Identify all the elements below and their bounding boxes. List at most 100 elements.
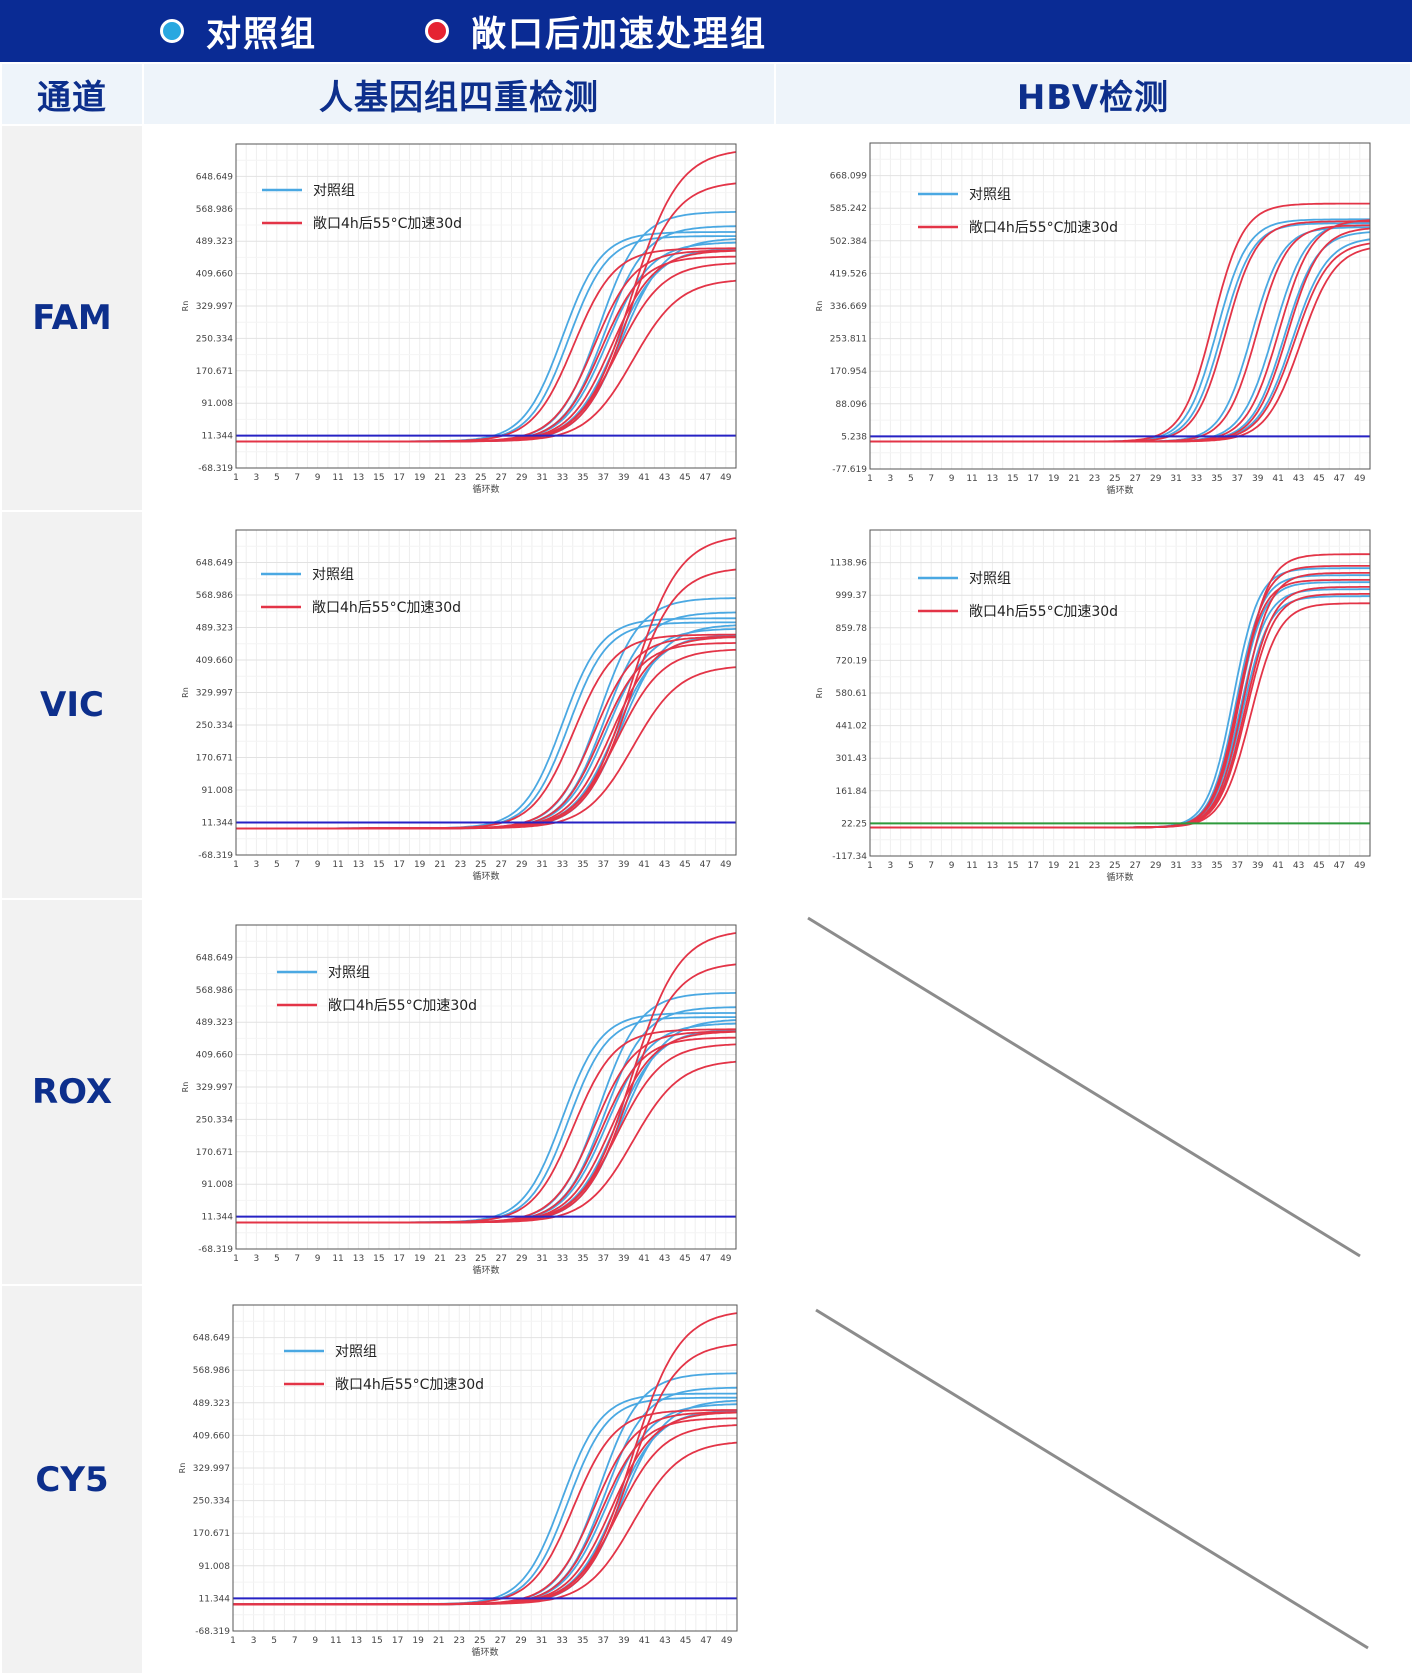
x-tick-label: 21 <box>434 860 445 870</box>
diagonal-line <box>807 916 1361 1258</box>
x-tick-label: 17 <box>394 860 405 870</box>
y-tick-label: 250.334 <box>196 334 233 344</box>
x-tick-label: 19 <box>414 473 426 483</box>
x-tick-label: 35 <box>1211 861 1222 871</box>
plot-frame <box>235 529 737 856</box>
empty-rox-hbv <box>776 900 1410 1284</box>
x-axis-label: 循环数 <box>472 870 499 882</box>
y-tick-label: 648.649 <box>196 172 233 182</box>
x-tick-label: 13 <box>987 474 998 484</box>
treated-curve <box>236 1060 737 1224</box>
legend-control-text: 对照组 <box>969 571 1011 587</box>
y-tick-label: 170.671 <box>196 1148 233 1158</box>
x-tick-label: 15 <box>373 860 384 870</box>
amplification-curves <box>233 1312 738 1606</box>
plot-frame <box>869 142 1371 470</box>
x-tick-label: 33 <box>556 1636 567 1646</box>
x-tick-label: 23 <box>455 860 466 870</box>
x-tick-label: 3 <box>254 860 260 870</box>
x-tick-label: 47 <box>1334 861 1345 871</box>
y-tick-label: -68.319 <box>198 464 233 474</box>
x-tick-label: 49 <box>720 860 732 870</box>
plot-frame <box>235 143 737 469</box>
diagonal-line <box>815 1308 1369 1650</box>
x-tick-label: 7 <box>294 860 300 870</box>
y-tick-label: 409.660 <box>193 1431 230 1441</box>
x-tick-label: 15 <box>373 1254 384 1264</box>
x-tick-label: 25 <box>475 473 486 483</box>
x-tick-label: 1 <box>233 860 239 870</box>
x-tick-label: 17 <box>1028 861 1039 871</box>
chart-vic-hbv: 1138.96 999.37 859.78 720.19 580.61 441.02 301… <box>776 512 1410 898</box>
y-tick-label: 648.649 <box>196 558 233 568</box>
x-tick-label: 37 <box>598 1254 609 1264</box>
y-tick-label: 999.37 <box>836 591 868 601</box>
x-tick-label: 31 <box>1170 474 1181 484</box>
y-axis-label: Rn <box>178 1463 187 1474</box>
x-tick-label: 35 <box>577 1636 588 1646</box>
legend-treated-text: 敞口4h后55°C加速30d <box>328 998 477 1014</box>
x-tick-label: 29 <box>1150 474 1162 484</box>
row-label-fam: FAM <box>2 126 142 510</box>
qpcr-amplification-plot: 648.649 568.986 489.323 409.660 329.997 250.3… <box>181 143 737 495</box>
x-tick-label: 45 <box>679 860 690 870</box>
legend-control-text: 对照组 <box>312 567 354 583</box>
x-tick-label: 39 <box>1252 474 1264 484</box>
x-tick-label: 45 <box>679 1254 690 1264</box>
x-tick-label: 41 <box>638 1254 649 1264</box>
x-tick-label: 21 <box>1068 474 1079 484</box>
y-tick-label: 568.986 <box>193 1366 230 1376</box>
y-tick-label: 409.660 <box>196 270 233 280</box>
x-tick-label: 19 <box>1048 861 1060 871</box>
x-tick-label: 13 <box>987 861 998 871</box>
rox-hbv-not-applicable <box>807 916 1361 1258</box>
x-tick-label: 11 <box>332 473 343 483</box>
x-tick-label: 23 <box>455 1254 466 1264</box>
x-tick-label: 31 <box>536 1636 547 1646</box>
chart-vic-human: 648.649 568.986 489.323 409.660 329.997 250.3… <box>144 512 774 898</box>
x-tick-label: 19 <box>412 1636 424 1646</box>
plot-frame <box>235 924 737 1250</box>
x-tick-label: 25 <box>475 1254 486 1264</box>
amplification-curves <box>870 202 1371 443</box>
x-tick-label: 49 <box>720 1254 732 1264</box>
y-tick-label: 91.008 <box>202 1180 234 1190</box>
y-tick-label: 11.344 <box>199 1594 231 1604</box>
x-tick-label: 45 <box>1313 861 1324 871</box>
y-tick-label: -68.319 <box>198 1245 233 1255</box>
qpcr-amplification-plot: 1138.96 999.37 859.78 720.19 580.61 441.02 301… <box>815 529 1371 883</box>
x-tick-label: 45 <box>679 473 690 483</box>
x-tick-label: 31 <box>536 473 547 483</box>
x-tick-label: 43 <box>659 1636 670 1646</box>
legend-control-text: 对照组 <box>328 965 370 981</box>
y-tick-label: 489.323 <box>196 1018 233 1028</box>
y-axis-label: Rn <box>181 301 190 312</box>
x-axis-label: 循环数 <box>471 1646 498 1658</box>
x-tick-label: 43 <box>659 860 670 870</box>
x-tick-label: 39 <box>618 473 630 483</box>
x-tick-label: 33 <box>557 860 568 870</box>
y-tick-label: -68.319 <box>195 1627 230 1637</box>
x-tick-label: 39 <box>618 860 630 870</box>
header-channel: 通道 <box>2 64 142 124</box>
y-axis-label: Rn <box>815 688 824 699</box>
x-axis-label: 循环数 <box>1106 484 1133 496</box>
y-tick-label: 170.671 <box>196 753 233 763</box>
treated-curve <box>236 666 737 830</box>
y-tick-label: 441.02 <box>836 722 868 732</box>
plot-frame <box>232 1304 738 1632</box>
y-tick-label: 250.334 <box>193 1497 230 1507</box>
x-tick-label: 35 <box>577 860 588 870</box>
x-tick-label: 7 <box>294 1254 300 1264</box>
x-tick-label: 41 <box>1272 474 1283 484</box>
x-tick-label: 37 <box>1232 861 1243 871</box>
x-tick-label: 13 <box>351 1636 362 1646</box>
y-tick-label: 580.61 <box>836 689 868 699</box>
legend-treated-label: 敞口后加速处理组 <box>471 14 768 55</box>
y-tick-label: 568.986 <box>196 205 233 215</box>
x-tick-label: 23 <box>1089 474 1100 484</box>
y-tick-label: 250.334 <box>196 1115 233 1125</box>
x-tick-label: 31 <box>536 1254 547 1264</box>
chart-cy5-human: 648.649 568.986 489.323 409.660 329.997 250.3… <box>144 1286 774 1673</box>
y-tick-label: 329.997 <box>196 688 233 698</box>
